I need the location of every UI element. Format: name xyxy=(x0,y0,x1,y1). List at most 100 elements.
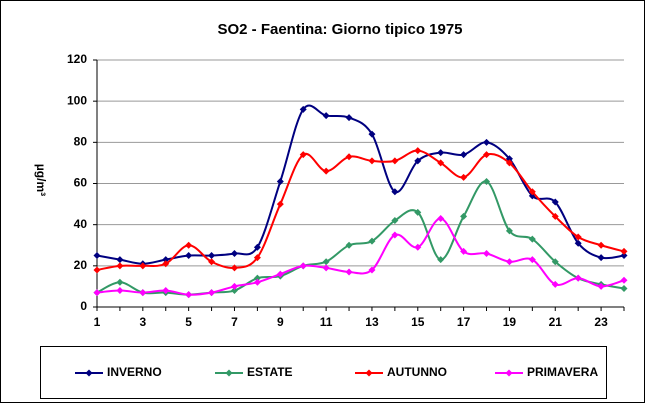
point-marker xyxy=(116,287,124,295)
x-tick-label: 5 xyxy=(185,315,192,329)
x-tick-label: 23 xyxy=(594,315,608,329)
legend-label: INVERNO xyxy=(107,365,162,379)
point-marker xyxy=(230,249,238,257)
point-marker xyxy=(505,159,513,167)
point-marker xyxy=(460,151,468,159)
point-marker xyxy=(528,256,536,264)
point-marker xyxy=(574,274,582,282)
point-marker xyxy=(345,153,353,161)
point-marker xyxy=(230,287,238,295)
legend-marker xyxy=(505,369,513,377)
point-marker xyxy=(299,105,307,113)
point-marker xyxy=(437,149,445,157)
point-marker xyxy=(597,282,605,290)
point-marker xyxy=(139,262,147,270)
point-marker xyxy=(253,254,261,262)
legend-marker xyxy=(85,369,93,377)
point-marker xyxy=(208,252,216,260)
point-marker xyxy=(505,258,513,266)
point-marker xyxy=(345,241,353,249)
legend-marker xyxy=(225,369,233,377)
point-marker xyxy=(276,200,284,208)
point-marker xyxy=(551,212,559,220)
point-marker xyxy=(162,260,170,268)
y-tick-label: 120 xyxy=(67,52,87,66)
point-marker xyxy=(93,266,101,274)
point-marker xyxy=(620,252,628,260)
point-marker xyxy=(299,151,307,159)
legend-label: AUTUNNO xyxy=(387,365,447,379)
point-marker xyxy=(460,173,468,181)
point-marker xyxy=(253,278,261,286)
point-marker xyxy=(139,289,147,297)
point-marker xyxy=(483,151,491,159)
point-marker xyxy=(208,289,216,297)
point-marker xyxy=(414,208,422,216)
y-tick-label: 20 xyxy=(74,258,88,272)
y-tick-label: 40 xyxy=(74,217,88,231)
point-marker xyxy=(483,138,491,146)
point-marker xyxy=(460,247,468,255)
y-tick-label: 0 xyxy=(80,299,87,313)
point-marker xyxy=(116,256,124,264)
point-marker xyxy=(230,282,238,290)
point-marker xyxy=(93,289,101,297)
point-marker xyxy=(345,114,353,122)
point-marker xyxy=(620,284,628,292)
point-marker xyxy=(322,258,330,266)
point-marker xyxy=(528,188,536,196)
y-tick-label: 60 xyxy=(74,176,88,190)
point-marker xyxy=(391,188,399,196)
point-marker xyxy=(368,130,376,138)
x-tick-label: 11 xyxy=(320,315,333,329)
point-marker xyxy=(437,256,445,264)
y-tick-label: 100 xyxy=(67,93,87,107)
point-marker xyxy=(208,258,216,266)
point-marker xyxy=(162,256,170,264)
point-marker xyxy=(93,252,101,260)
point-marker xyxy=(437,214,445,222)
point-marker xyxy=(574,233,582,241)
point-marker xyxy=(322,167,330,175)
legend-label: ESTATE xyxy=(247,365,293,379)
point-marker xyxy=(460,212,468,220)
point-marker xyxy=(322,112,330,120)
x-tick-label: 9 xyxy=(277,315,284,329)
point-marker xyxy=(368,157,376,165)
point-marker xyxy=(620,276,628,284)
point-marker xyxy=(528,235,536,243)
point-marker xyxy=(391,217,399,225)
point-marker xyxy=(483,249,491,257)
legend-label: PRIMAVERA xyxy=(527,365,598,379)
point-marker xyxy=(597,241,605,249)
x-tick-label: 1 xyxy=(94,315,101,329)
point-marker xyxy=(551,198,559,206)
point-marker xyxy=(253,243,261,251)
x-tick-label: 3 xyxy=(139,315,146,329)
point-marker xyxy=(414,157,422,165)
x-tick-label: 13 xyxy=(365,315,379,329)
point-marker xyxy=(505,227,513,235)
point-marker xyxy=(276,177,284,185)
point-marker xyxy=(276,270,284,278)
y-tick-label: 80 xyxy=(74,135,88,149)
x-tick-label: 21 xyxy=(549,315,563,329)
point-marker xyxy=(322,264,330,272)
point-marker xyxy=(253,274,261,282)
point-marker xyxy=(391,231,399,239)
point-marker xyxy=(185,241,193,249)
point-marker xyxy=(230,264,238,272)
point-marker xyxy=(574,239,582,247)
x-tick-label: 17 xyxy=(457,315,471,329)
point-marker xyxy=(368,237,376,245)
y-axis-label: µg/m³ xyxy=(34,164,48,196)
point-marker xyxy=(597,254,605,262)
point-marker xyxy=(299,262,307,270)
x-tick-label: 19 xyxy=(503,315,517,329)
point-marker xyxy=(414,147,422,155)
point-marker xyxy=(162,287,170,295)
point-marker xyxy=(185,252,193,260)
x-tick-label: 7 xyxy=(231,315,238,329)
